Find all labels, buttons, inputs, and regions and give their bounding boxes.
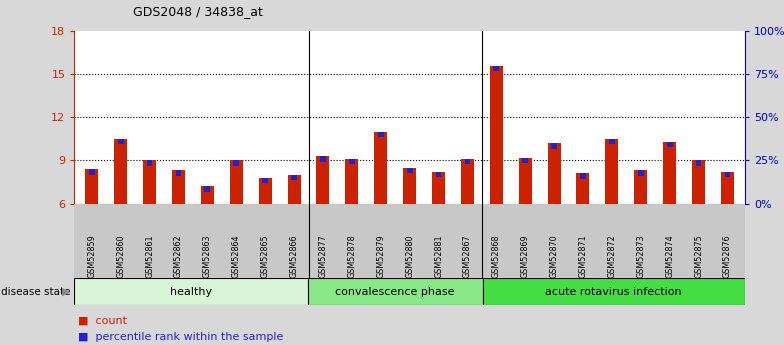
Bar [461,159,474,204]
Text: GDS2048 / 34838_at: GDS2048 / 34838_at [133,5,263,18]
Bar [147,160,153,166]
Bar [172,170,185,204]
Bar [143,160,156,204]
Bar [721,172,734,204]
Bar [201,186,214,204]
Text: healthy: healthy [170,287,212,296]
Bar [234,160,239,166]
Bar [634,170,648,204]
Bar [465,159,470,165]
Bar [291,175,297,180]
Bar [638,170,644,176]
Text: disease state: disease state [1,287,71,296]
Bar [176,170,181,176]
Bar [493,66,499,71]
Bar [307,278,482,305]
Bar [609,139,615,144]
Bar [576,173,590,204]
Bar [85,169,98,204]
Bar [114,139,127,204]
Bar [724,172,731,177]
Bar [663,142,676,204]
Bar [580,173,586,179]
Bar [374,132,387,204]
Bar [230,160,243,204]
Bar [317,156,329,204]
Bar [695,160,702,166]
Bar [259,178,272,204]
Bar [320,156,326,161]
Bar [490,66,503,204]
Bar [205,186,210,192]
Bar [482,278,745,305]
Bar [407,168,412,173]
Bar [551,143,557,149]
Bar [346,159,358,204]
Bar [118,139,124,144]
Bar [432,172,445,204]
Bar [89,169,95,175]
Bar [378,132,383,137]
Bar [547,143,561,204]
Text: convalescence phase: convalescence phase [336,287,455,296]
Text: ■  percentile rank within the sample: ■ percentile rank within the sample [78,332,284,342]
Bar [522,158,528,163]
Bar [605,139,619,204]
Bar [263,178,268,183]
Text: acute rotavirus infection: acute rotavirus infection [546,287,682,296]
Bar [74,278,307,305]
Bar [666,142,673,147]
Bar [692,160,705,204]
Bar [403,168,416,204]
Text: ■  count: ■ count [78,316,127,326]
Bar [349,159,354,165]
Bar [519,158,532,204]
Text: ▶: ▶ [62,287,71,296]
Bar [288,175,300,204]
Bar [436,172,441,177]
